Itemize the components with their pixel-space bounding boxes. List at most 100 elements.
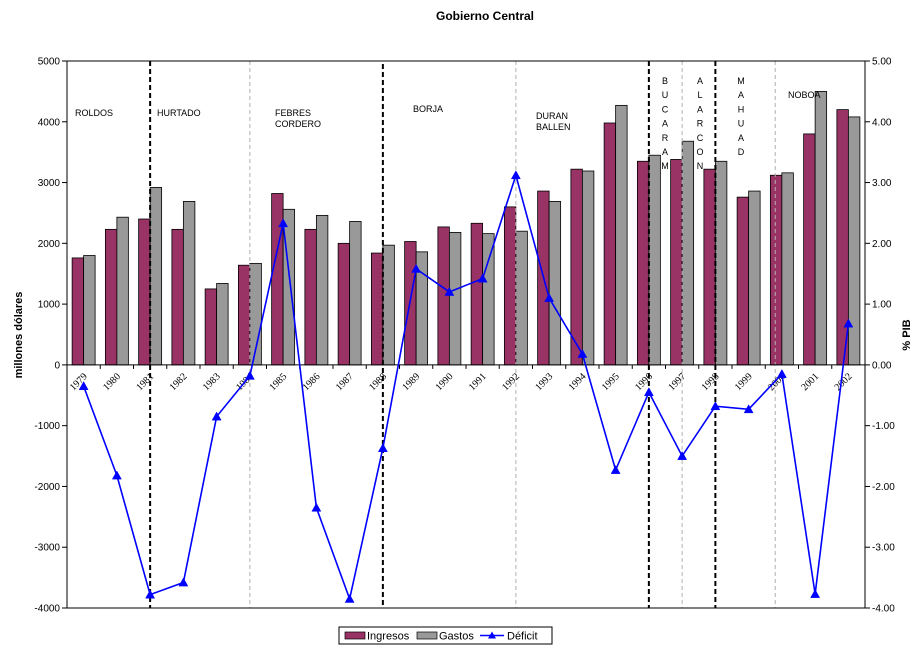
bar-ingresos-2001 — [803, 133, 816, 366]
bar-ingresos-1980 — [104, 228, 118, 366]
bar-gastos-2000 — [781, 172, 794, 366]
deficit-line — [82, 172, 850, 602]
x-tick-label-1980: 1980 — [101, 371, 123, 393]
x-tick-label-1994: 1994 — [567, 371, 589, 393]
bar-gastos-1982 — [182, 200, 196, 366]
y-tick-label: -2000 — [34, 482, 60, 493]
bar-ingresos-1997 — [670, 159, 683, 366]
bar-ingresos-1987 — [337, 242, 351, 366]
deficit-point-1990 — [444, 286, 455, 296]
bar-ingresos-1983 — [204, 288, 218, 366]
deficit-point-1991 — [477, 273, 488, 283]
legend-swatch-gastos — [416, 631, 438, 640]
legend-label-ingresos: Ingresos — [367, 631, 410, 643]
chart-title: Gobierno Central — [436, 9, 534, 23]
bar-gastos-1987 — [349, 221, 362, 366]
bar-gastos-1995 — [615, 104, 628, 366]
bar-gastos-1998 — [714, 160, 728, 366]
bar-gastos-1999 — [748, 190, 761, 366]
deficit-point-1982 — [178, 577, 189, 587]
period-dividers: ROLDOS HURTADO FEBRES CORDERO BORJA DURAN BALL… — [75, 61, 821, 608]
x-tick-label-1989: 1989 — [400, 371, 422, 393]
x-tick-label-1996: 1996 — [633, 371, 655, 393]
y-tick-label: 2000 — [38, 239, 61, 250]
x-tick-label-1993: 1993 — [533, 371, 555, 393]
bar-ingresos-1994 — [570, 168, 583, 366]
bar-ingresos-1990 — [437, 226, 450, 366]
bar-ingresos-1998 — [703, 168, 716, 366]
x-tick-label-1983: 1983 — [201, 371, 223, 393]
y2-tick-label: -2.00 — [872, 482, 895, 493]
president-label-borja: BORJA — [413, 104, 443, 114]
president-label-duran-ballen: DURAN BALLEN — [536, 111, 571, 132]
bar-gastos-1981 — [149, 187, 163, 366]
x-tick-label-1987: 1987 — [334, 371, 356, 393]
deficit-point-1981 — [145, 589, 156, 599]
y2-tick-label: -1.00 — [872, 421, 895, 432]
deficit-point-2002 — [843, 318, 854, 328]
y-axis-label: millones dólares — [13, 292, 25, 379]
x-tick-label-1982: 1982 — [168, 371, 190, 393]
y-tick-label: 1000 — [38, 300, 61, 311]
deficit-point-1983 — [211, 411, 222, 421]
deficit-point-1999 — [743, 404, 754, 414]
x-tick-label-1981: 1981 — [134, 371, 156, 393]
bar-gastos-1997 — [681, 140, 695, 366]
bar-ingresos-1996 — [636, 160, 650, 366]
bar-gastos-1979 — [83, 255, 96, 366]
bar-ingresos-1986 — [304, 228, 317, 366]
bar-ingresos-1991 — [470, 222, 484, 366]
x-tick-label-1999: 1999 — [733, 371, 755, 393]
bar-ingresos-1992 — [503, 206, 517, 366]
deficit-point-1984 — [244, 370, 255, 380]
deficit-point-2000 — [776, 368, 787, 378]
y2-tick-label: 2.00 — [872, 239, 892, 250]
x-tick-label-1986: 1986 — [301, 371, 323, 393]
legend-label-deficit: Déficit — [507, 631, 538, 643]
deficit-point-1987 — [344, 593, 355, 603]
legend-marker-deficit — [488, 631, 496, 639]
y-tick-label: -4000 — [34, 604, 60, 615]
deficit-point-1995 — [610, 465, 621, 474]
bar-ingresos-1984 — [237, 264, 251, 366]
legend-swatch-ingresos — [344, 631, 366, 640]
x-tick-label-2001: 2001 — [799, 371, 821, 393]
deficit-point-1996 — [643, 387, 654, 397]
bar-gastos-1993 — [548, 200, 562, 366]
x-tick-label-1990: 1990 — [434, 371, 456, 393]
bar-ingresos-1985 — [271, 193, 284, 366]
deficit-point-1993 — [544, 293, 555, 302]
y-tick-label: -1000 — [34, 421, 60, 432]
bar-ingresos-1995 — [603, 122, 617, 366]
y2-tick-label: 5.00 — [872, 57, 892, 68]
president-label-febres-cordero: FEBRES CORDERO — [275, 108, 321, 129]
deficit-line-layer — [78, 170, 854, 603]
x-tick-label-1998: 1998 — [700, 371, 722, 393]
x-tick-label-1991: 1991 — [467, 371, 489, 393]
deficit-point-1997 — [677, 451, 688, 460]
president-label-hurtado: HURTADO — [157, 108, 201, 118]
deficit-point-1989 — [411, 263, 422, 273]
bar-gastos-1983 — [216, 283, 229, 366]
deficit-point-1980 — [111, 470, 122, 480]
x-tick-label-1988: 1988 — [367, 371, 389, 393]
deficit-point-1985 — [278, 218, 289, 228]
bar-ingresos-1982 — [171, 228, 184, 366]
x-tick-label-1997: 1997 — [666, 371, 688, 393]
y2-axis-label: % PIB — [901, 319, 913, 350]
deficit-point-1979 — [78, 381, 89, 391]
y-tick-label: 0 — [54, 360, 60, 371]
bars-layer — [71, 90, 861, 366]
bar-gastos-1992 — [515, 230, 528, 366]
y-tick-label: 4000 — [38, 117, 61, 128]
bar-gastos-1988 — [382, 244, 395, 366]
x-tick-label-1992: 1992 — [500, 371, 522, 393]
bar-gastos-1980 — [116, 216, 129, 366]
bar-gastos-1996 — [648, 154, 661, 366]
deficit-point-1986 — [311, 502, 322, 512]
y2-tick-label: 1.00 — [872, 300, 892, 311]
legend-box — [338, 626, 553, 645]
y2-tick-label: -4.00 — [872, 604, 895, 615]
